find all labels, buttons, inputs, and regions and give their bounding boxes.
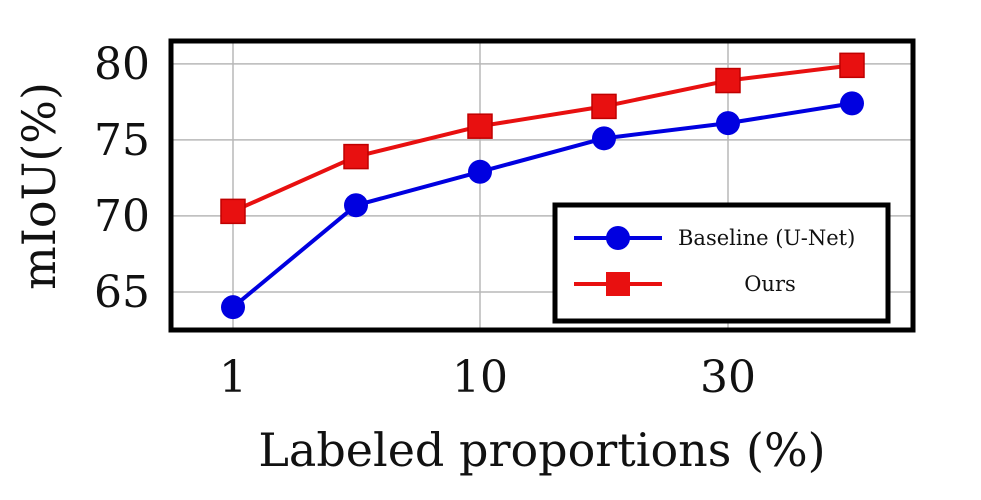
tick-labels: 1 10 30 65 70 75 80	[94, 39, 756, 403]
series-line	[232, 63, 853, 214]
data-point	[467, 113, 493, 139]
y-tick-label: 80	[94, 39, 150, 90]
data-point	[840, 91, 864, 116]
y-tick-label: 70	[94, 191, 150, 242]
data-point	[839, 52, 865, 79]
y-tick-label: 65	[94, 267, 150, 318]
x-tick-label: 30	[700, 352, 756, 403]
data-point	[715, 67, 741, 94]
data-point	[343, 143, 369, 170]
plot-frame	[168, 38, 916, 333]
x-tick-label: 10	[452, 352, 508, 403]
legend-marker-circle	[606, 226, 630, 250]
legend-entries: Baseline (U-Net) Ours	[574, 226, 855, 296]
legend-label: Ours	[744, 272, 796, 296]
legend-marker-square	[606, 272, 630, 296]
y-axis-title: mIoU(%)	[12, 82, 66, 290]
data-point	[220, 198, 246, 225]
series-line	[231, 101, 853, 309]
legend-box	[552, 202, 891, 324]
data-point	[591, 93, 617, 120]
data-point	[344, 193, 368, 218]
legend-label: Baseline (U-Net)	[678, 226, 855, 250]
x-axis-title: Labeled proportions (%)	[258, 423, 825, 477]
y-tick-label: 75	[94, 115, 150, 166]
series-layer	[220, 52, 865, 320]
legend: Baseline (U-Net) Ours	[552, 202, 891, 324]
data-point	[468, 159, 492, 184]
data-point	[221, 295, 245, 320]
x-tick-label: 1	[219, 352, 247, 403]
series-ours	[220, 52, 865, 225]
data-point	[592, 126, 616, 151]
data-point	[716, 111, 740, 136]
series-baseline	[221, 91, 864, 320]
